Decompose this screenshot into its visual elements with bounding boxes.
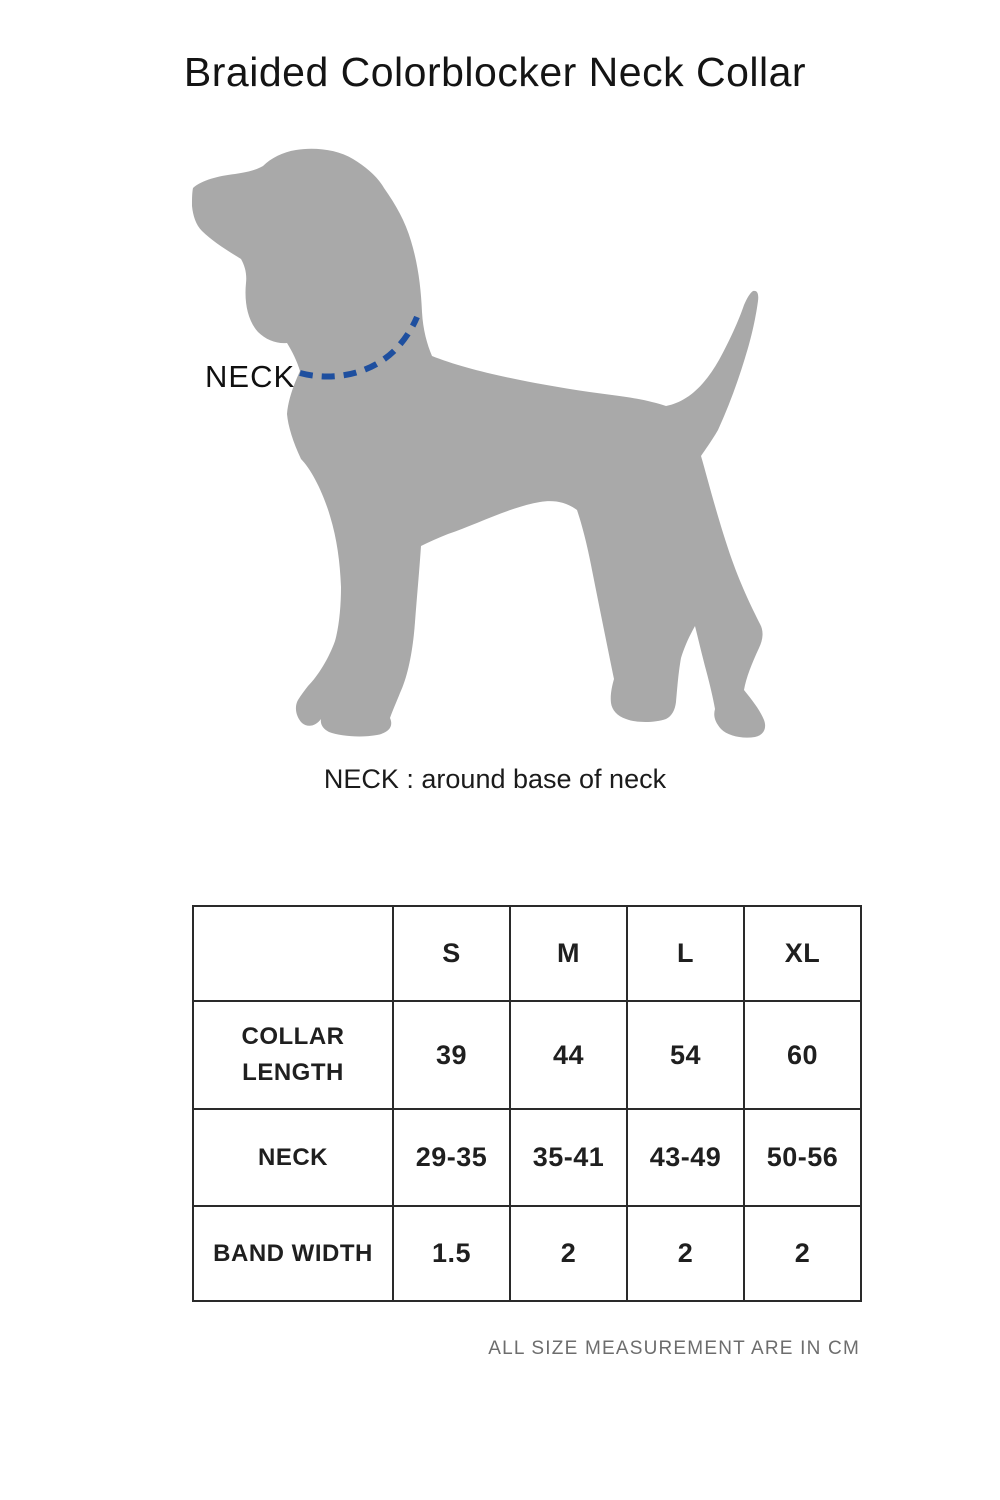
- page-title: Braided Colorblocker Neck Collar: [183, 49, 807, 95]
- table-cell: 2: [743, 1205, 862, 1302]
- table-row-neck: NECK 29-35 35-41 43-49 50-56: [192, 1108, 862, 1207]
- neck-measurement-label: NECK: [205, 359, 296, 394]
- row-label-band-width: BAND WIDTH: [192, 1205, 394, 1302]
- dog-silhouette-icon: [192, 148, 766, 738]
- table-cell: 44: [509, 1000, 628, 1110]
- size-table: S M L XL COLLAR LENGTH 39 44 54 60 NECK …: [192, 905, 862, 1302]
- table-cell: 50-56: [743, 1108, 862, 1207]
- table-cell: 39: [392, 1000, 511, 1110]
- column-header-s: S: [392, 905, 511, 1002]
- column-header-xl: XL: [743, 905, 862, 1002]
- column-header-l: L: [626, 905, 745, 1002]
- table-cell: 60: [743, 1000, 862, 1110]
- dog-measurement-diagram: [190, 130, 790, 750]
- row-label-neck: NECK: [192, 1108, 394, 1207]
- table-cell: 35-41: [509, 1108, 628, 1207]
- corner-cell: [192, 905, 394, 1002]
- table-cell: 2: [626, 1205, 745, 1302]
- diagram-caption: NECK : around base of neck: [323, 764, 667, 794]
- table-cell: 43-49: [626, 1108, 745, 1207]
- size-table-header-row: S M L XL: [192, 905, 862, 1002]
- table-cell: 54: [626, 1000, 745, 1110]
- table-cell: 29-35: [392, 1108, 511, 1207]
- table-cell: 1.5: [392, 1205, 511, 1302]
- column-header-m: M: [509, 905, 628, 1002]
- collar-dash-arc-icon: [299, 315, 420, 380]
- table-row-collar-length: COLLAR LENGTH 39 44 54 60: [192, 1000, 862, 1110]
- table-cell: 2: [509, 1205, 628, 1302]
- table-row-band-width: BAND WIDTH 1.5 2 2 2: [192, 1205, 862, 1302]
- row-label-collar-length: COLLAR LENGTH: [192, 1000, 394, 1110]
- measurement-unit-note: ALL SIZE MEASUREMENT ARE IN CM: [488, 1338, 860, 1359]
- dog-body-shape: [192, 148, 766, 738]
